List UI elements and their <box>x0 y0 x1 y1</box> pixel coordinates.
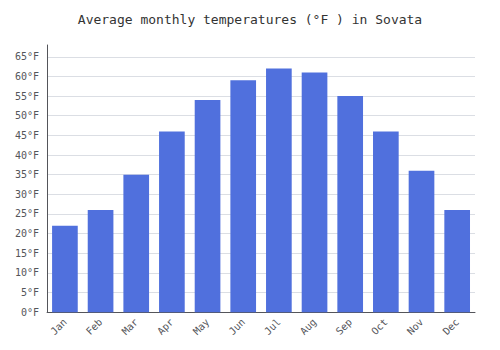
svg-text:50°F: 50°F <box>15 110 39 121</box>
svg-text:Sep: Sep <box>334 316 355 337</box>
svg-text:60°F: 60°F <box>15 71 39 82</box>
svg-text:10°F: 10°F <box>15 267 39 278</box>
svg-text:55°F: 55°F <box>15 91 39 102</box>
svg-text:May: May <box>191 316 212 337</box>
svg-text:Oct: Oct <box>369 316 390 337</box>
svg-text:40°F: 40°F <box>15 150 39 161</box>
svg-text:Aug: Aug <box>298 316 319 337</box>
svg-text:Average monthly temperatures (: Average monthly temperatures (°F ) in So… <box>78 12 422 27</box>
svg-text:5°F: 5°F <box>21 287 39 298</box>
svg-text:0°F: 0°F <box>21 307 39 318</box>
svg-text:Nov: Nov <box>405 316 426 337</box>
svg-text:30°F: 30°F <box>15 189 39 200</box>
svg-text:20°F: 20°F <box>15 228 39 239</box>
svg-text:Jul: Jul <box>262 316 283 337</box>
svg-text:Mar: Mar <box>120 316 141 337</box>
svg-text:Feb: Feb <box>84 316 105 337</box>
svg-text:Jan: Jan <box>48 316 69 337</box>
svg-text:15°F: 15°F <box>15 248 39 259</box>
svg-text:25°F: 25°F <box>15 208 39 219</box>
svg-text:Jun: Jun <box>227 316 248 337</box>
svg-text:35°F: 35°F <box>15 169 39 180</box>
svg-text:Apr: Apr <box>155 316 176 337</box>
svg-text:Dec: Dec <box>441 316 462 337</box>
svg-text:65°F: 65°F <box>15 51 39 62</box>
svg-text:45°F: 45°F <box>15 130 39 141</box>
